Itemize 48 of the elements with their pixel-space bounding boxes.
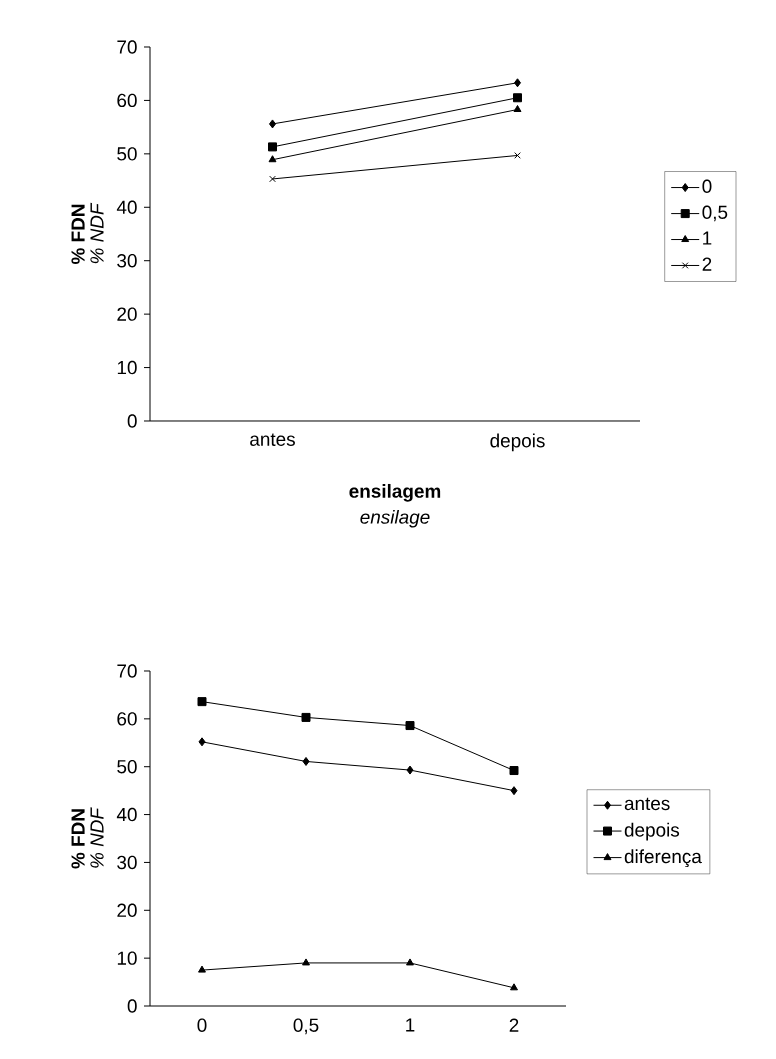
y-tick-label: 40 (116, 807, 137, 822)
y-tick-label: 60 (117, 93, 137, 108)
y-tick-label: 10 (117, 360, 137, 375)
legend-label: 1 (703, 231, 712, 245)
y-tick-label: 50 (117, 147, 137, 161)
legend-label: 2 (702, 257, 712, 271)
y-tick-label: 20 (117, 307, 137, 321)
y-tick-label: 40 (116, 200, 137, 214)
point (510, 983, 518, 991)
text: % NDF (90, 807, 104, 868)
x-tick-label: 2 (509, 1018, 519, 1032)
y-tick-label: 20 (117, 903, 137, 917)
x-axis-title: ensilagem (349, 483, 441, 502)
x-tick-label: 0 (197, 1018, 207, 1032)
y-tick-label: 30 (117, 254, 137, 268)
y-axis-title: % FDN (71, 204, 85, 265)
point (510, 786, 518, 796)
point (301, 712, 311, 722)
y-tick-label: 10 (117, 951, 137, 965)
y-axis-title: % FDN (71, 809, 85, 869)
legend-label: antes (624, 797, 670, 811)
point (302, 756, 310, 766)
legend-label: depois (624, 822, 680, 841)
legend-label: 0,5 (702, 205, 728, 222)
y-tick-label: 70 (117, 664, 137, 678)
y-tick-label: 70 (117, 40, 137, 54)
point (513, 93, 522, 103)
point (509, 766, 519, 776)
text: ensilage (360, 509, 430, 528)
point (269, 175, 276, 183)
text: % NDF (90, 202, 104, 264)
y-tick-label: 0 (127, 414, 137, 428)
point (302, 958, 310, 966)
point (198, 965, 206, 973)
point (406, 958, 414, 966)
x-tick-label: 0,5 (293, 1018, 319, 1035)
point (268, 142, 277, 152)
legend-label: 0 (702, 179, 712, 193)
point (198, 737, 206, 747)
y-tick-label: 0 (127, 999, 137, 1013)
point (406, 765, 414, 775)
y-tick-label: 50 (117, 760, 137, 774)
y-tick-label: 30 (117, 855, 137, 870)
legend-label: diferença (624, 849, 702, 868)
y-tick-label: 60 (117, 712, 137, 726)
x-tick-label: 1 (406, 1018, 415, 1032)
point (197, 697, 207, 707)
point (405, 721, 415, 731)
